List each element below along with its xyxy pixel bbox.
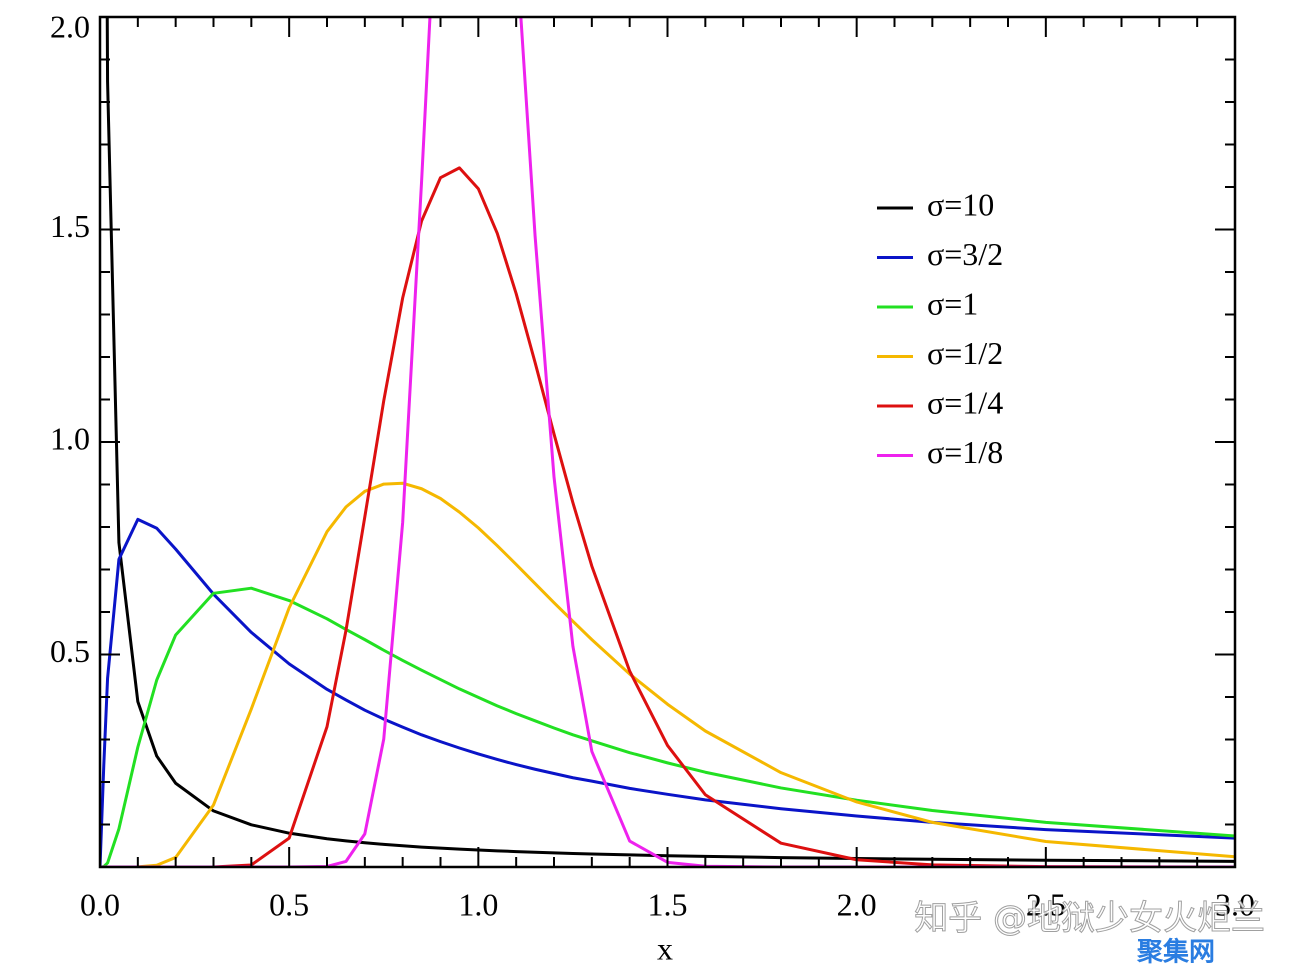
legend-label: σ=10 [927, 186, 994, 222]
x-tick-label: 2.0 [837, 886, 877, 922]
watermark: 知乎 @地狱少女火炬兰 [914, 899, 1265, 939]
y-tick-label: 2.0 [50, 8, 90, 44]
x-tick-label: 3.0 [1215, 886, 1255, 922]
legend-label: σ=1/8 [927, 434, 1003, 470]
legend-label: σ=1/4 [927, 384, 1003, 420]
x-axis-label: x [657, 930, 673, 966]
y-tick-label: 1.0 [50, 420, 90, 456]
series-line [100, 166, 1235, 867]
watermark: 聚集网 [1136, 937, 1215, 968]
legend-label: σ=3/2 [927, 236, 1003, 272]
series-line [100, 586, 1235, 867]
x-tick-label: 0.0 [80, 886, 120, 922]
y-tick-label: 0.5 [50, 633, 90, 669]
legend-label: σ=1 [927, 285, 978, 321]
series-line [100, 517, 1235, 867]
series-line [100, 17, 1235, 867]
x-tick-label: 1.5 [648, 886, 688, 922]
x-tick-label: 2.5 [1026, 886, 1066, 922]
legend-label: σ=1/2 [927, 335, 1003, 371]
series-line [105, 17, 1235, 863]
series-line [100, 481, 1235, 867]
plot-frame [98, 15, 1237, 869]
x-tick-label: 0.5 [269, 886, 309, 922]
plot-area [100, 17, 1235, 867]
y-tick-label: 1.5 [50, 208, 90, 244]
x-tick-label: 1.0 [458, 886, 498, 922]
